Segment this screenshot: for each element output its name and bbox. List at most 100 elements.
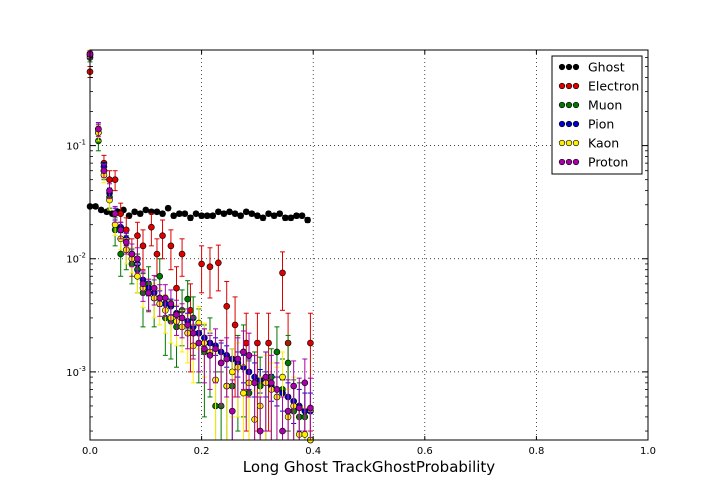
data-point (134, 272, 141, 280)
legend-box (551, 55, 643, 175)
data-point (240, 389, 247, 397)
data-point (295, 404, 303, 412)
data-point (134, 232, 141, 239)
data-point (276, 210, 284, 218)
data-point (175, 210, 183, 218)
data-point (136, 210, 144, 218)
data-point (206, 263, 214, 271)
data-point (228, 407, 236, 415)
data-point (198, 260, 205, 268)
data-point (122, 238, 130, 246)
data-point (307, 404, 314, 412)
data-point (125, 212, 133, 220)
data-point (265, 210, 272, 218)
data-point (198, 212, 205, 220)
y-tick-base: 10 (66, 255, 79, 266)
data-point (148, 223, 155, 231)
legend-marker (558, 82, 566, 90)
data-point (284, 359, 292, 367)
data-point (92, 203, 99, 210)
plot-frame (89, 49, 649, 441)
data-point (262, 373, 270, 381)
data-point (245, 352, 253, 359)
legend-label: Proton (588, 155, 628, 170)
y-tick-label: 10-1 (66, 139, 86, 153)
data-point (117, 226, 124, 234)
data-point (287, 214, 295, 222)
data-point (111, 176, 119, 183)
legend-label: Ghost (588, 60, 625, 75)
data-point (111, 210, 119, 218)
y-tick-label: 10-2 (66, 252, 86, 266)
x-axis-label: Long Ghost TrackGhostProbability (243, 458, 496, 476)
data-point (173, 311, 180, 319)
x-tick-label: 0.0 (82, 446, 98, 457)
data-point (106, 176, 113, 183)
data-point (290, 382, 297, 390)
data-point (254, 339, 261, 347)
data-point (223, 302, 231, 310)
data-point (270, 212, 278, 220)
data-point (159, 232, 166, 239)
data-point (150, 284, 158, 292)
legend-marker (558, 158, 566, 166)
data-point (215, 259, 222, 267)
x-tick-label: 0.4 (305, 446, 321, 457)
data-point (192, 210, 200, 218)
data-point (234, 355, 242, 363)
data-point (131, 208, 138, 216)
y-tick-exponent: -3 (79, 365, 86, 373)
data-point (128, 250, 136, 258)
data-point (259, 214, 267, 222)
data-point (100, 167, 108, 175)
data-point (167, 242, 175, 250)
data-point (139, 280, 147, 288)
data-point (240, 348, 247, 356)
data-point (117, 210, 124, 218)
data-point (142, 206, 150, 214)
data-point (279, 373, 286, 381)
y-tick-base: 10 (66, 142, 79, 153)
legend: Ghost Electron Muon Pion Kaon Proton (551, 55, 643, 175)
data-point (254, 212, 261, 220)
data-point (187, 307, 194, 314)
legend-label: Pion (588, 117, 614, 132)
y-tick-base: 10 (66, 368, 79, 379)
data-point (164, 204, 172, 212)
legend-marker (558, 63, 566, 71)
data-point (237, 212, 244, 220)
data-point (293, 212, 300, 220)
data-point (203, 212, 211, 220)
data-point (162, 294, 169, 302)
data-point (223, 355, 231, 363)
y-tick-label: 10-3 (66, 365, 86, 379)
legend-marker (572, 139, 580, 147)
data-point (217, 359, 225, 367)
data-point (215, 208, 222, 216)
data-point (220, 210, 228, 218)
data-point (134, 255, 141, 263)
data-point (231, 210, 239, 218)
data-point (178, 314, 186, 322)
data-point (279, 427, 286, 435)
legend-marker (572, 101, 580, 109)
legend-marker (572, 63, 580, 71)
data-point (139, 242, 147, 250)
data-point (117, 250, 124, 258)
data-point (95, 125, 102, 133)
data-point (231, 321, 239, 329)
legend-label: Electron (588, 79, 639, 94)
data-point (201, 345, 208, 353)
legend-marker (565, 63, 573, 71)
data-point (156, 272, 164, 280)
legend-marker (572, 82, 580, 90)
data-point (226, 208, 233, 216)
data-point (106, 187, 113, 194)
data-point (153, 208, 161, 216)
data-point (170, 212, 177, 220)
data-point (279, 269, 286, 277)
legend-marker (565, 139, 573, 147)
data-point (284, 407, 292, 415)
x-tick-label: 0.2 (194, 446, 210, 457)
legend-label: Muon (588, 98, 622, 113)
